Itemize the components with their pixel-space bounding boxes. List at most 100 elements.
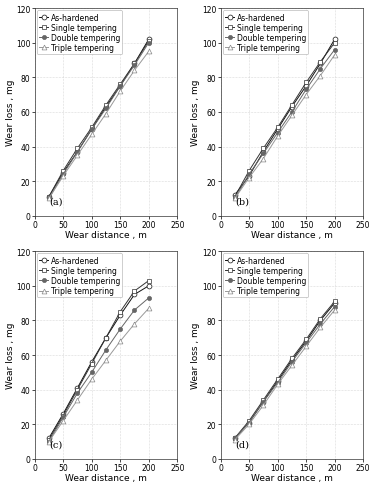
Double tempering xyxy=(75,149,80,155)
Triple tempering xyxy=(61,418,65,424)
Triple tempering xyxy=(232,196,237,202)
Triple tempering xyxy=(104,111,108,117)
Triple tempering xyxy=(61,174,65,180)
Triple tempering xyxy=(261,403,265,408)
As-hardened xyxy=(118,313,123,319)
As-hardened xyxy=(290,104,294,110)
Single tempering xyxy=(304,81,308,86)
As-hardened xyxy=(318,318,323,324)
Double tempering xyxy=(104,106,108,112)
Single tempering xyxy=(89,125,94,131)
Triple tempering xyxy=(304,93,308,99)
As-hardened xyxy=(75,385,80,391)
As-hardened xyxy=(89,359,94,365)
Triple tempering xyxy=(47,439,51,445)
Double tempering xyxy=(332,47,337,53)
As-hardened xyxy=(275,378,280,384)
Single tempering xyxy=(290,356,294,362)
Triple tempering xyxy=(75,153,80,159)
Triple tempering xyxy=(232,437,237,443)
As-hardened xyxy=(147,37,151,43)
Single tempering xyxy=(232,435,237,441)
Line: Triple tempering: Triple tempering xyxy=(47,50,151,202)
Triple tempering xyxy=(118,339,123,345)
Double tempering xyxy=(61,415,65,421)
Triple tempering xyxy=(118,89,123,95)
As-hardened xyxy=(104,104,108,110)
As-hardened xyxy=(261,399,265,405)
Single tempering xyxy=(275,125,280,131)
As-hardened xyxy=(318,61,323,67)
Double tempering xyxy=(247,420,251,426)
As-hardened xyxy=(75,149,80,155)
Single tempering xyxy=(304,337,308,343)
Single tempering xyxy=(61,168,65,174)
Triple tempering xyxy=(104,358,108,364)
Double tempering xyxy=(290,359,294,365)
As-hardened xyxy=(261,149,265,155)
Single tempering xyxy=(118,82,123,88)
Double tempering xyxy=(261,399,265,405)
Line: As-hardened: As-hardened xyxy=(232,301,337,441)
As-hardened xyxy=(247,420,251,426)
Legend: As-hardened, Single tempering, Double tempering, Triple tempering: As-hardened, Single tempering, Double te… xyxy=(223,254,308,298)
Double tempering xyxy=(232,435,237,441)
Line: Single tempering: Single tempering xyxy=(47,40,151,200)
Triple tempering xyxy=(332,307,337,313)
As-hardened xyxy=(304,339,308,345)
Single tempering xyxy=(318,316,323,322)
Double tempering xyxy=(132,63,137,69)
Line: As-hardened: As-hardened xyxy=(232,38,337,198)
Line: As-hardened: As-hardened xyxy=(47,284,151,441)
Single tempering xyxy=(89,361,94,367)
Text: (c): (c) xyxy=(49,440,62,448)
Single tempering xyxy=(47,194,51,200)
Triple tempering xyxy=(290,363,294,368)
Double tempering xyxy=(261,151,265,157)
As-hardened xyxy=(61,411,65,417)
Triple tempering xyxy=(304,344,308,349)
As-hardened xyxy=(118,84,123,90)
Double tempering xyxy=(147,295,151,301)
Double tempering xyxy=(275,380,280,386)
Double tempering xyxy=(332,304,337,310)
Triple tempering xyxy=(247,422,251,427)
Single tempering xyxy=(75,146,80,152)
Triple tempering xyxy=(147,305,151,311)
Double tempering xyxy=(132,307,137,313)
Y-axis label: Wear loss , mg: Wear loss , mg xyxy=(6,80,15,146)
As-hardened xyxy=(104,335,108,341)
Single tempering xyxy=(275,377,280,383)
Triple tempering xyxy=(275,134,280,140)
As-hardened xyxy=(147,283,151,289)
As-hardened xyxy=(275,127,280,133)
Y-axis label: Wear loss , mg: Wear loss , mg xyxy=(191,322,200,388)
Double tempering xyxy=(318,321,323,327)
Single tempering xyxy=(147,39,151,45)
Triple tempering xyxy=(75,397,80,403)
Single tempering xyxy=(332,299,337,305)
Text: (d): (d) xyxy=(235,440,249,448)
Single tempering xyxy=(318,60,323,65)
Single tempering xyxy=(118,309,123,315)
Triple tempering xyxy=(89,132,94,138)
Line: Double tempering: Double tempering xyxy=(233,48,337,201)
Single tempering xyxy=(247,168,251,174)
Text: (b): (b) xyxy=(235,197,249,206)
Legend: As-hardened, Single tempering, Double tempering, Triple tempering: As-hardened, Single tempering, Double te… xyxy=(37,254,122,298)
Single tempering xyxy=(132,288,137,294)
Double tempering xyxy=(304,340,308,346)
Double tempering xyxy=(89,369,94,375)
Single tempering xyxy=(47,437,51,443)
As-hardened xyxy=(332,301,337,306)
As-hardened xyxy=(247,174,251,180)
As-hardened xyxy=(290,358,294,364)
Double tempering xyxy=(104,347,108,353)
Triple tempering xyxy=(47,196,51,202)
Triple tempering xyxy=(290,113,294,119)
Single tempering xyxy=(132,61,137,67)
As-hardened xyxy=(232,193,237,199)
As-hardened xyxy=(47,435,51,441)
Double tempering xyxy=(118,326,123,332)
Line: Double tempering: Double tempering xyxy=(47,41,151,201)
